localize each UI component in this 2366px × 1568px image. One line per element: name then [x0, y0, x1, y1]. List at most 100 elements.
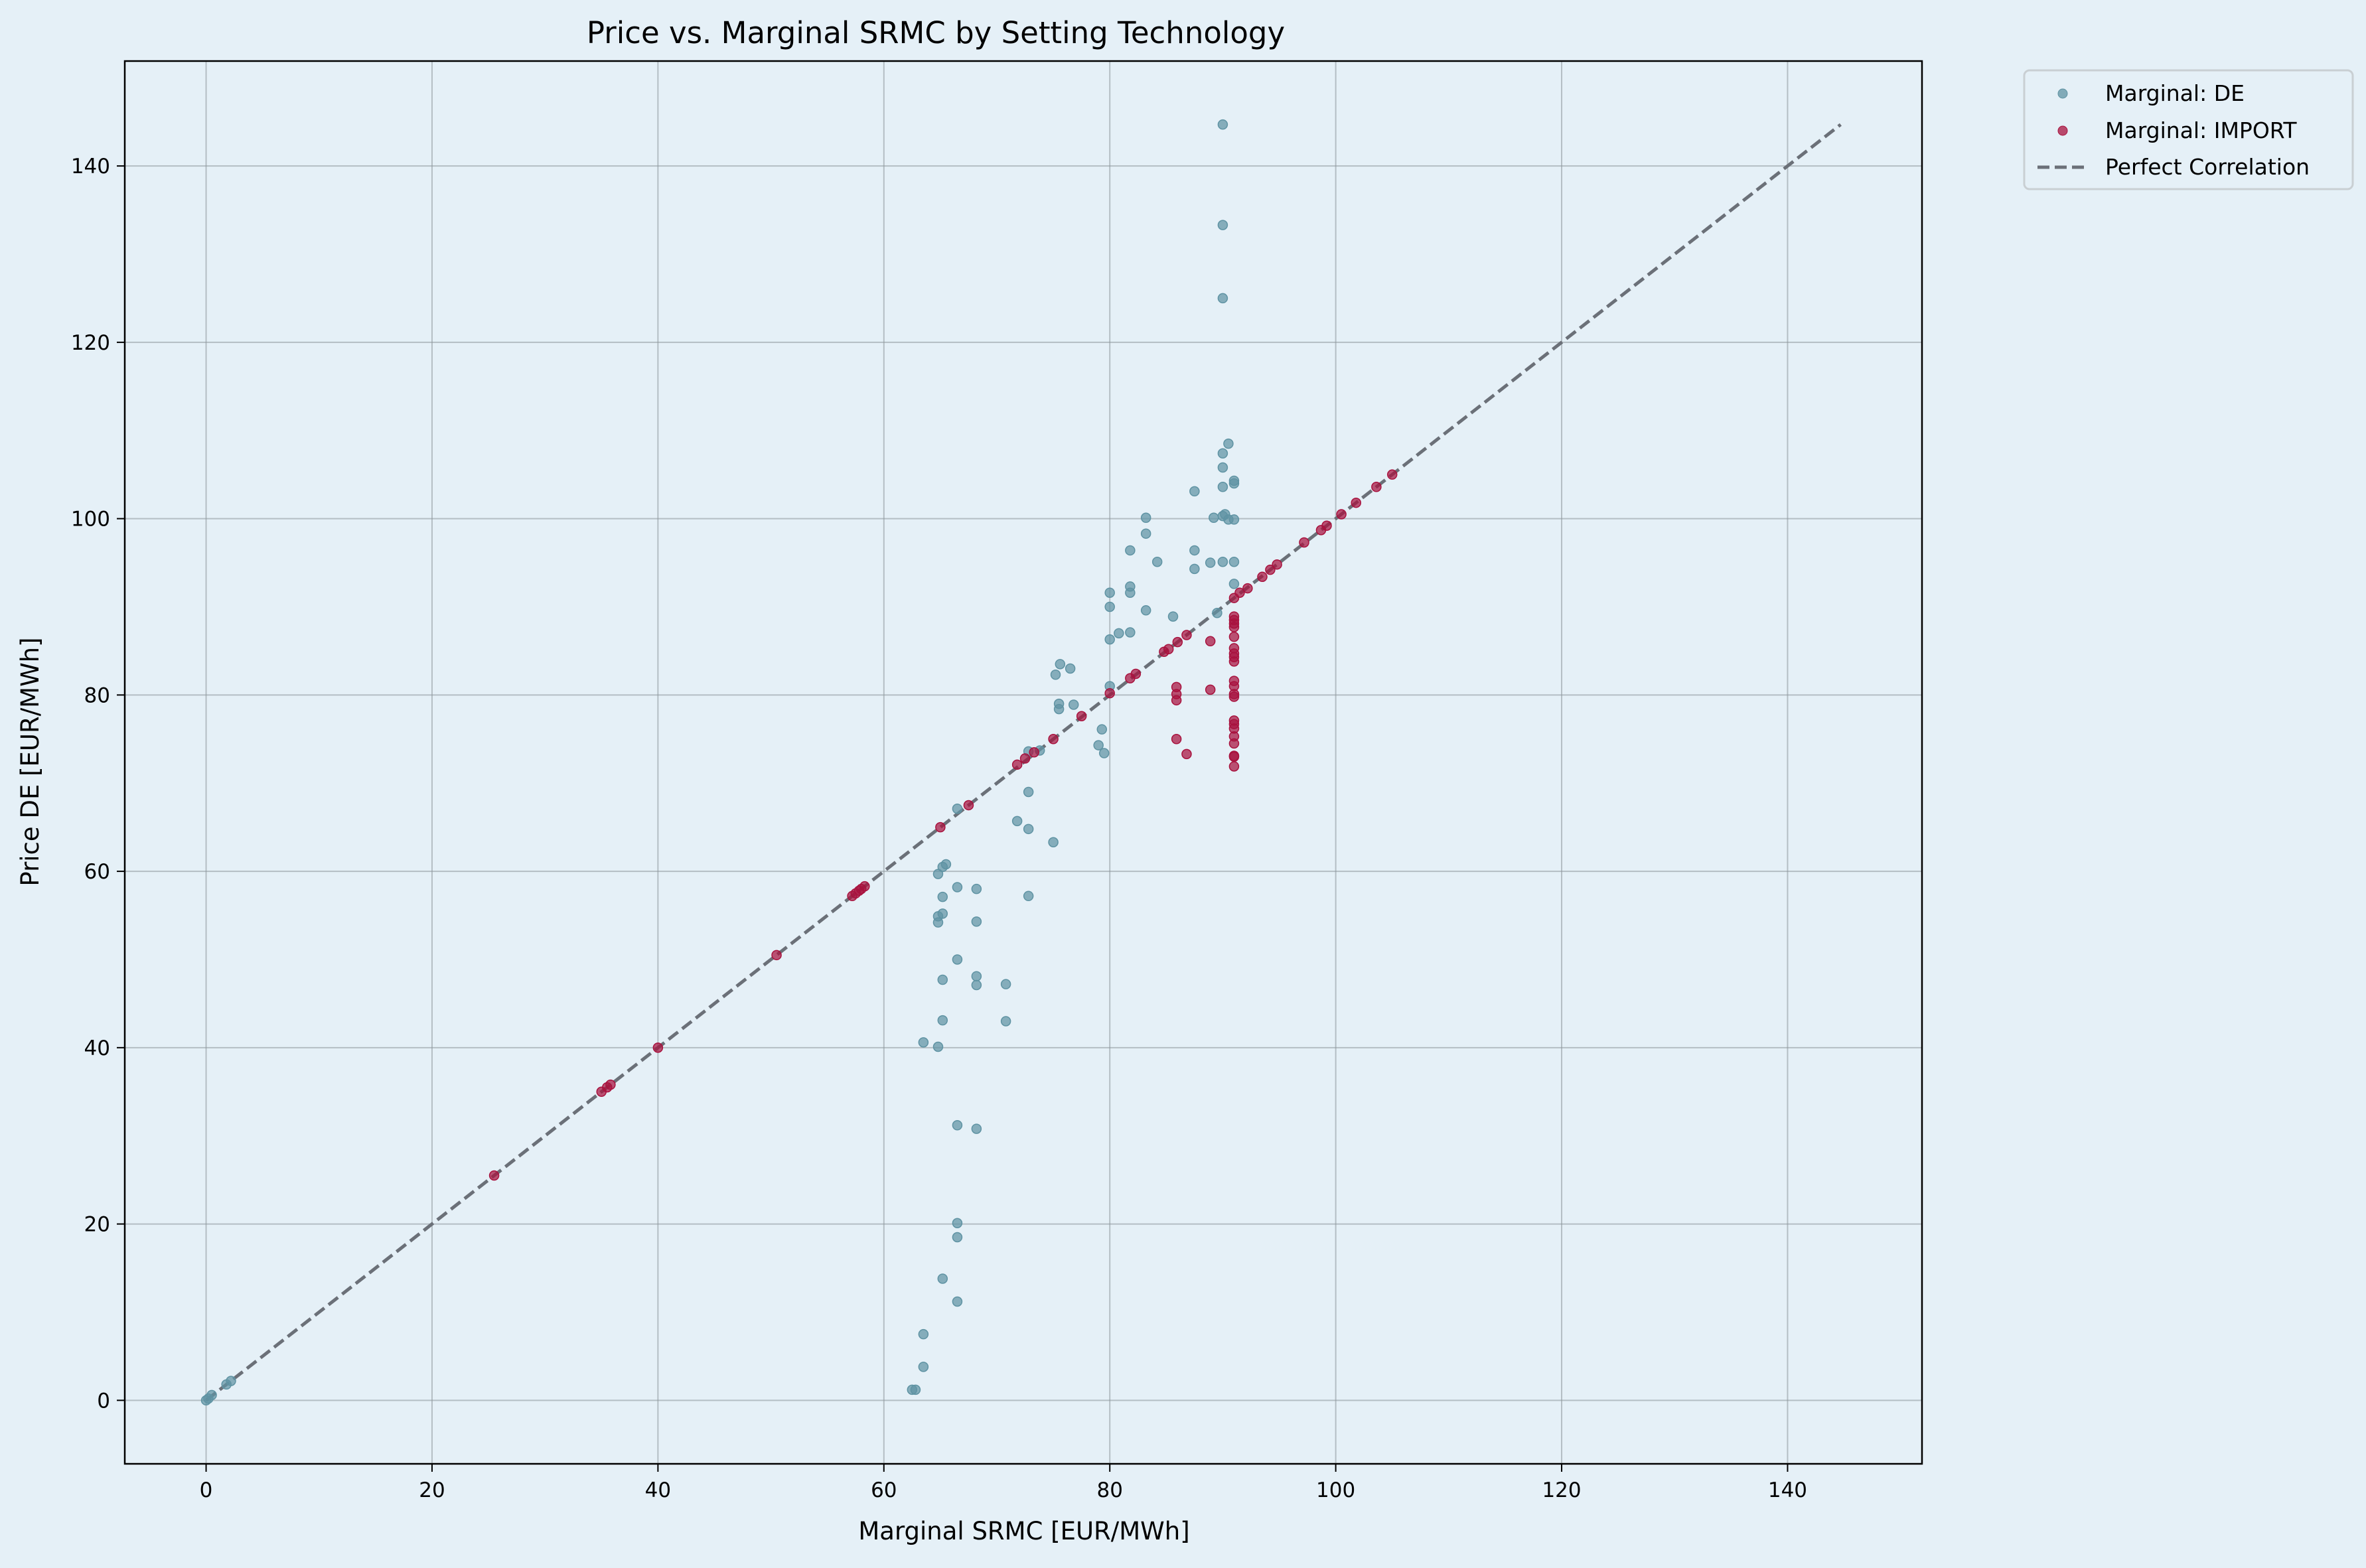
data-point-de: [1223, 438, 1234, 449]
data-point-de: [1096, 724, 1108, 735]
data-point-de: [1228, 579, 1240, 589]
data-point-import: [1371, 482, 1382, 492]
data-point-de: [918, 1328, 929, 1340]
data-point-de: [1098, 748, 1110, 758]
plot-area: 0 20 40 60 80 100 120 140 0 20 40 60 80 100 120 140: [71, 60, 1923, 1502]
data-point-import: [1172, 636, 1183, 648]
data-point-de: [1217, 220, 1228, 230]
data-point-import: [1130, 668, 1142, 679]
x-tick-label: 140: [1768, 1478, 1807, 1502]
data-point-import: [963, 800, 974, 811]
data-point-import: [1299, 537, 1309, 548]
data-point-de: [952, 1232, 963, 1243]
data-point-import: [1257, 571, 1268, 583]
x-tick-label: 20: [419, 1478, 445, 1502]
data-point-de: [1189, 563, 1200, 575]
data-point-import: [652, 1042, 664, 1053]
data-point-import: [935, 821, 946, 833]
data-point-import: [1181, 630, 1192, 640]
data-point-de: [1167, 611, 1179, 622]
y-tick-label: 0: [97, 1389, 110, 1413]
legend-marker-import: [2057, 125, 2068, 136]
data-point-import: [1272, 559, 1282, 570]
data-point-import: [1234, 587, 1245, 598]
data-point-de: [1050, 670, 1061, 680]
data-point-import: [1181, 748, 1192, 760]
data-point-de: [1140, 605, 1151, 616]
data-point-import: [605, 1079, 616, 1090]
data-point-de: [1104, 634, 1115, 645]
data-point-import: [1171, 734, 1182, 745]
data-point-de: [932, 1041, 944, 1052]
y-tick-label: 100: [71, 508, 110, 532]
y-tick-label: 120: [71, 331, 110, 355]
data-point-de: [1140, 512, 1151, 524]
data-point-de: [1228, 556, 1240, 567]
data-point-de: [971, 916, 982, 927]
data-point-de: [918, 1362, 929, 1372]
data-point-de: [952, 1218, 963, 1229]
data-point-import: [1104, 687, 1115, 699]
data-point-de: [1125, 627, 1136, 638]
data-point-de: [1212, 608, 1222, 618]
plot-frame: [123, 60, 1923, 1465]
data-point-de: [937, 1015, 948, 1026]
data-point-de: [937, 1273, 948, 1284]
data-point-de: [971, 979, 982, 991]
data-point-de: [918, 1037, 929, 1048]
data-point-de: [226, 1376, 236, 1386]
x-tick-label: 100: [1316, 1478, 1355, 1502]
legend-frame: [2023, 69, 2354, 190]
x-axis-label: Marginal SRMC [EUR/MWh]: [858, 1517, 1189, 1545]
data-point-de: [952, 954, 963, 965]
data-point-de: [1217, 119, 1228, 130]
data-point-de: [206, 1390, 217, 1401]
data-point-de: [1023, 823, 1034, 835]
data-point-import: [1163, 644, 1174, 655]
data-point-de: [1068, 699, 1079, 710]
y-axis-label: Price DE [EUR/MWh]: [16, 637, 44, 886]
y-tick-label: 20: [84, 1213, 110, 1237]
data-point-import: [1029, 747, 1039, 758]
data-point-import: [1228, 676, 1240, 686]
y-tick-label: 80: [84, 683, 110, 707]
data-point-de: [971, 883, 982, 894]
data-point-de: [1000, 979, 1011, 989]
data-point-de: [940, 859, 952, 870]
legend-marker-de: [2057, 88, 2068, 99]
data-point-de: [910, 1384, 921, 1395]
data-point-de: [1125, 581, 1136, 592]
data-point-import: [1048, 734, 1059, 745]
data-point-de: [1228, 514, 1240, 525]
data-point-de: [952, 1296, 963, 1307]
data-point-import: [771, 950, 782, 961]
data-point-de: [1000, 1016, 1011, 1027]
data-point-import: [1076, 711, 1087, 721]
data-point-de: [1228, 475, 1240, 486]
data-point-de: [1151, 556, 1163, 567]
data-point-import: [1228, 715, 1240, 726]
data-point-import: [1011, 759, 1023, 770]
data-point-de: [937, 974, 948, 985]
x-tick-label: 120: [1542, 1478, 1581, 1502]
data-point-de: [1209, 512, 1219, 524]
data-point-de: [971, 971, 982, 981]
x-tick-label: 0: [200, 1478, 213, 1502]
data-point-de: [1023, 891, 1034, 902]
data-point-de: [1053, 698, 1065, 709]
data-point-import: [1228, 750, 1240, 761]
chart-title: Price vs. Marginal SRMC by Setting Techn…: [587, 15, 1285, 50]
data-point-import: [1171, 681, 1182, 693]
legend-label-de: Marginal: DE: [2105, 80, 2245, 106]
data-point-import: [1336, 509, 1347, 520]
data-point-de: [1205, 557, 1216, 568]
data-point-import: [1205, 684, 1216, 695]
data-point-de: [952, 804, 963, 814]
data-point-de: [1065, 663, 1076, 674]
data-point-import: [1228, 611, 1240, 622]
legend-label-perfect-correlation: Perfect Correlation: [2105, 154, 2310, 180]
data-point-de: [1104, 601, 1115, 612]
data-point-de: [1055, 659, 1066, 670]
data-point-de: [952, 1120, 963, 1131]
data-point-de: [1125, 545, 1136, 556]
